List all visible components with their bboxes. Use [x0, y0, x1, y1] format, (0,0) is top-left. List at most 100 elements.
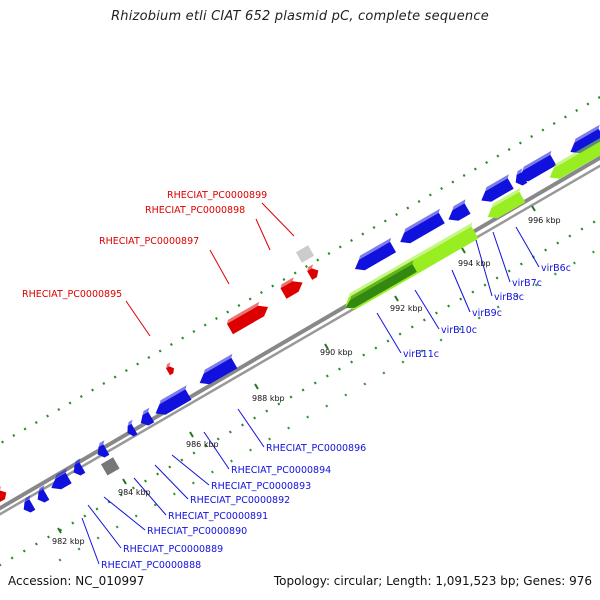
outer-guide-dot [552, 121, 556, 126]
forward-gene-arrow [307, 264, 319, 280]
reverse-label-leader [171, 454, 210, 486]
outer-guide-dot [293, 271, 297, 275]
inner-guide-dot [34, 542, 38, 546]
scale-guide-dot [306, 415, 310, 419]
outer-guide-dot [575, 108, 579, 113]
accession-label: Accession: NC_010997 [8, 574, 145, 588]
outer-guide-dot [361, 232, 365, 236]
inner-guide-dot [338, 367, 341, 371]
inner-guide-dot [459, 297, 463, 301]
inner-guide-dot [507, 269, 511, 273]
vir-label-leader [515, 226, 540, 268]
outer-guide-dot [158, 349, 162, 353]
forward-gene-arrow [226, 301, 269, 335]
vir-label-leader [492, 231, 511, 283]
reverse-label-leader [87, 504, 122, 549]
outer-guide-dot [12, 433, 16, 438]
inner-guide-dot [495, 276, 499, 280]
reverse-gene-label: RHECIAT_PC0000891 [168, 511, 268, 522]
inner-guide-dot [10, 556, 14, 560]
reverse-gene-arrow [199, 353, 238, 385]
scale-tick-mark [461, 247, 466, 254]
inner-guide-dot [556, 241, 560, 245]
inner-guide-dot [265, 409, 269, 413]
scale-tick-mark [531, 205, 536, 212]
forward-gene-arrow [280, 277, 303, 299]
outer-guide-dot [350, 238, 353, 243]
inner-guide-dot [277, 402, 281, 406]
reverse-gene-arrow [51, 468, 72, 490]
inner-guide-dot [168, 465, 172, 469]
inner-guide-dot [144, 479, 147, 483]
inner-guide-dot [47, 535, 50, 539]
reverse-gene-arrow [23, 495, 36, 513]
reverse-gene-label: RHECIAT_PC0000896 [266, 443, 366, 454]
vir-label-leader [414, 289, 440, 330]
outer-guide-dot [372, 225, 376, 230]
reverse-gene-label: RHECIAT_PC0000893 [211, 481, 311, 492]
topology-summary: Topology: circular; Length: 1,091,523 bp… [273, 574, 592, 588]
scale-guide-dot [210, 470, 214, 474]
inner-guide-dot [544, 248, 548, 252]
inner-guide-dot [471, 290, 475, 294]
forward-gene-label: RHECIAT_PC0000897 [99, 236, 199, 247]
forward-gene-arrow [165, 362, 175, 376]
outer-guide-dot [181, 336, 185, 340]
reverse-label-leader [237, 408, 265, 448]
outer-guide-dot [147, 355, 151, 360]
outer-guide-dot [46, 414, 50, 418]
inner-guide-dot [289, 395, 293, 399]
outer-guide-dot [203, 323, 207, 327]
reverse-gene-arrow [518, 150, 557, 182]
hypothetical-gene-box [295, 245, 315, 263]
scale-guide-dot [230, 459, 233, 463]
scale-tick-label: 982 kbp [52, 537, 85, 546]
outer-guide-dot [518, 141, 522, 145]
reverse-gene-arrow [354, 237, 397, 271]
inner-guide-dot [374, 346, 378, 350]
inner-guide-dot [483, 283, 487, 287]
vir-gene-arrow [345, 260, 417, 308]
scale-guide-dot [363, 382, 367, 386]
scale-guide-dot [287, 426, 291, 430]
outer-guide-dot [124, 368, 128, 373]
inner-guide-dot [119, 493, 123, 497]
map-title: Rhizobium etli CIAT 652 plasmid pC, comp… [111, 9, 489, 24]
outer-guide-dot [395, 212, 399, 217]
scale-tick-mark [394, 295, 399, 302]
outer-guide-dot [327, 251, 331, 256]
reverse-label-leader [133, 477, 167, 516]
scale-tick-label: 988 kbp [252, 394, 285, 403]
dotted-guide-lines [0, 95, 600, 567]
outer-guide-dot [214, 316, 218, 321]
inner-guide-dot [204, 444, 208, 448]
outer-guide-dot [102, 381, 106, 386]
reverse-gene-label: RHECIAT_PC0000889 [123, 544, 223, 555]
vir-label-leader [376, 312, 402, 354]
inner-guide-dot [362, 353, 366, 357]
scale-guide-dot [439, 338, 443, 342]
scale-guide-dot [553, 272, 557, 276]
outer-guide-dot [282, 277, 286, 282]
inner-guide-dot [253, 416, 257, 420]
reverse-gene-arrow [448, 199, 471, 221]
scale-guide-dot [496, 305, 500, 309]
forward-gene-label: RHECIAT_PC0000898 [145, 205, 245, 216]
inner-guide-dot [410, 325, 414, 329]
outer-guide-dot [68, 401, 72, 405]
scale-guide-dot [515, 294, 519, 298]
scale-guide-dot [534, 283, 538, 287]
outer-guide-dot [496, 154, 500, 158]
inner-guide-dot [192, 451, 196, 455]
inner-guide-dot [422, 318, 426, 322]
inner-guide-dot [71, 521, 75, 525]
scale-tick-label: 984 kbp [118, 488, 151, 497]
scale-tick-mark [57, 527, 62, 534]
reverse-gene-label: RHECIAT_PC0000892 [190, 495, 290, 506]
outer-guide-dot [586, 102, 590, 106]
reverse-gene-arrow [570, 124, 600, 154]
outer-guide-dot [169, 342, 173, 347]
backbone-inner [0, 164, 600, 516]
vir-gene-label: virB8c [494, 292, 524, 303]
scale-tick-label: 996 kbp [528, 216, 561, 225]
